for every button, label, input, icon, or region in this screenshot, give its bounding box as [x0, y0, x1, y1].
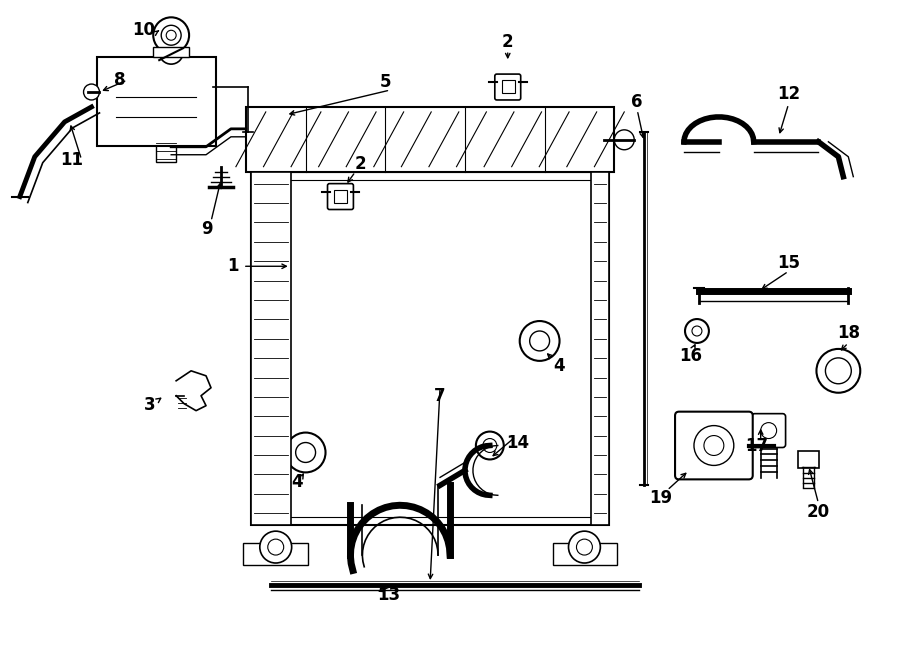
Circle shape	[530, 331, 550, 351]
Bar	[591, 172, 609, 525]
Text: 19: 19	[650, 489, 672, 507]
Bar	[243, 543, 308, 565]
Bar	[553, 543, 617, 565]
Circle shape	[685, 319, 709, 343]
Text: 6: 6	[632, 93, 643, 111]
Circle shape	[615, 130, 634, 150]
Text: 15: 15	[777, 254, 800, 272]
FancyBboxPatch shape	[97, 57, 216, 146]
FancyBboxPatch shape	[752, 414, 786, 447]
Text: 12: 12	[777, 85, 800, 103]
FancyBboxPatch shape	[495, 74, 521, 100]
Text: 17: 17	[745, 436, 769, 455]
FancyBboxPatch shape	[675, 412, 752, 479]
Text: 3: 3	[143, 396, 155, 414]
Circle shape	[569, 531, 600, 563]
Text: 16: 16	[680, 347, 703, 365]
Text: 11: 11	[60, 151, 83, 169]
Text: 2: 2	[502, 33, 514, 51]
Text: 18: 18	[837, 324, 859, 342]
Circle shape	[153, 17, 189, 53]
Text: 13: 13	[377, 586, 400, 604]
Circle shape	[84, 84, 100, 100]
Circle shape	[476, 432, 504, 459]
FancyBboxPatch shape	[328, 184, 354, 210]
Text: 4: 4	[554, 357, 565, 375]
Text: 10: 10	[131, 21, 155, 39]
Circle shape	[692, 326, 702, 336]
Circle shape	[760, 422, 777, 438]
Circle shape	[268, 539, 284, 555]
Circle shape	[260, 531, 292, 563]
Circle shape	[296, 442, 316, 463]
Bar	[251, 172, 291, 525]
Text: 7: 7	[434, 387, 446, 405]
Bar	[153, 47, 189, 57]
FancyBboxPatch shape	[502, 80, 515, 93]
Circle shape	[166, 30, 176, 40]
Circle shape	[285, 432, 326, 473]
Text: 2: 2	[355, 155, 366, 173]
Text: 8: 8	[113, 71, 125, 89]
Circle shape	[816, 349, 860, 393]
FancyBboxPatch shape	[335, 190, 347, 202]
Circle shape	[577, 539, 592, 555]
Bar	[157, 137, 176, 162]
Text: 20: 20	[807, 503, 830, 522]
Circle shape	[694, 426, 733, 465]
Text: 14: 14	[506, 434, 529, 451]
Bar	[251, 172, 609, 525]
Circle shape	[159, 40, 183, 64]
Text: 5: 5	[380, 73, 391, 91]
Circle shape	[483, 438, 497, 453]
Text: 9: 9	[202, 220, 212, 239]
Circle shape	[825, 358, 851, 384]
Text: 4: 4	[291, 473, 302, 491]
Bar	[246, 107, 615, 172]
FancyBboxPatch shape	[797, 451, 819, 469]
Text: 1: 1	[227, 257, 239, 275]
Circle shape	[519, 321, 560, 361]
Circle shape	[161, 25, 181, 45]
Bar	[259, 180, 601, 517]
Circle shape	[704, 436, 724, 455]
